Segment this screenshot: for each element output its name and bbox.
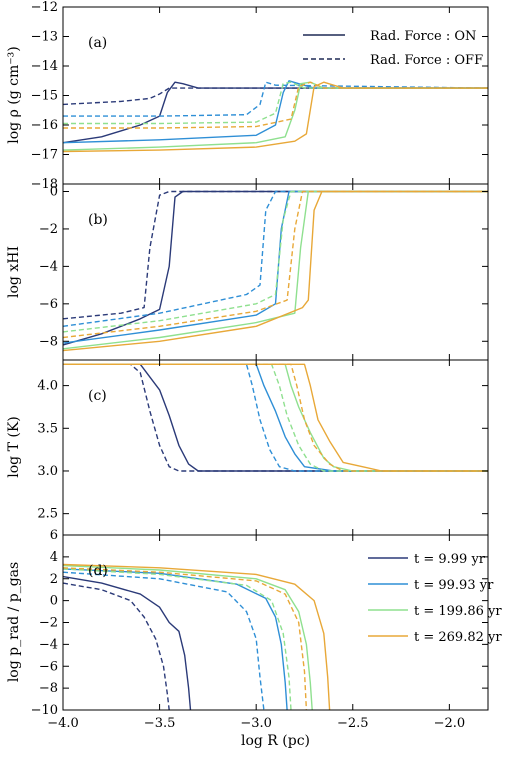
panel-label: (c): [88, 388, 107, 404]
panel-c: 2.5 3.0 3.5 4.0 (c) log T (K): [6, 359, 489, 536]
series-line: [63, 582, 170, 710]
series-line: [63, 81, 488, 117]
series-line: [63, 563, 331, 710]
panel-a: −18 −17 −16 −15 −14 −13 −12 (a) log ρ (g cm⁻³): [6, 0, 489, 192]
y-tick-label: 0: [50, 594, 58, 609]
series-line: [63, 568, 288, 710]
y-axis-label: log ρ (g cm⁻³): [6, 46, 22, 143]
legend-label: t = 199.86 yr: [414, 604, 502, 619]
x-axis-label: log R (pc): [241, 733, 310, 749]
y-tick-label: 4.0: [37, 379, 58, 394]
series-line: [63, 564, 313, 710]
x-tick-label: −2.5: [337, 716, 369, 731]
y-tick-label: −8: [39, 681, 58, 696]
panel-label: (b): [88, 212, 108, 228]
y-tick-label: −14: [31, 59, 58, 74]
series-line: [63, 81, 488, 151]
legend-label: Rad. Force : ON: [370, 29, 476, 44]
y-tick-label: 4: [50, 550, 58, 565]
series-line: [63, 190, 488, 344]
series-group: [63, 563, 331, 710]
y-tick-label: −17: [31, 148, 58, 163]
y-axis-label: log T (K): [6, 416, 22, 478]
y-tick-label: −4: [39, 259, 58, 274]
y-tick-label: −13: [31, 30, 58, 45]
x-tick-label: −4.0: [47, 716, 79, 731]
series-line: [63, 363, 488, 472]
legend-label: Rad. Force : OFF: [370, 53, 483, 68]
series-line: [63, 81, 488, 153]
series-line: [63, 363, 488, 472]
x-tick-label: −3.5: [144, 716, 176, 731]
y-tick-label: 3.5: [37, 421, 58, 436]
y-tick-label: −18: [31, 177, 58, 192]
y-axis-label: log xHI: [6, 246, 22, 298]
series-line: [63, 571, 265, 710]
y-tick-label: −4: [39, 637, 58, 652]
y-tick-label: −12: [31, 0, 58, 15]
series-line: [63, 568, 292, 710]
y-tick-label: 3.0: [37, 464, 58, 479]
series-line: [63, 190, 488, 339]
legend-time: t = 9.99 yr t = 99.93 yr t = 199.86 yr t = …: [368, 552, 502, 645]
y-axis-label: log p_rad / p_gas: [6, 562, 22, 682]
series-group: [63, 190, 488, 352]
series-line: [63, 80, 488, 144]
y-tick-label: −2: [39, 222, 58, 237]
series-line: [63, 190, 488, 346]
series-line: [63, 363, 488, 472]
series-line: [63, 363, 488, 472]
y-tick-label: −6: [39, 659, 58, 674]
series-group: [63, 80, 488, 153]
legend-label: t = 9.99 yr: [414, 552, 486, 567]
series-line: [63, 363, 488, 472]
panel-frame: [62, 183, 489, 361]
y-tick-label: −15: [31, 89, 58, 104]
legend-label: t = 269.82 yr: [414, 630, 502, 645]
panel-b: −8 −6 −4 −2 0 (b) log xHI: [6, 183, 489, 361]
series-line: [63, 81, 488, 125]
series-line: [63, 87, 488, 106]
series-line: [63, 190, 488, 320]
panel-d: −10 −8 −6 −4 −2 0 2 4 6 −4.0 −3.5 −3.0 −2.5 −2.0 (d) lo…: [6, 528, 489, 731]
series-line: [63, 81, 488, 129]
series-line: [63, 81, 488, 144]
y-tick-label: −10: [31, 703, 58, 718]
x-tick-label: −2.0: [434, 716, 466, 731]
series-line: [63, 363, 488, 472]
panel-frame: [62, 359, 489, 536]
panel-label: (a): [88, 35, 107, 51]
y-tick-label: −8: [39, 334, 58, 349]
legend-style: Rad. Force : ON Rad. Force : OFF: [303, 29, 483, 68]
y-tick-label: 6: [50, 528, 58, 543]
x-tick-label: −3.0: [240, 716, 272, 731]
y-tick-label: −6: [39, 297, 58, 312]
y-tick-label: 2: [50, 572, 58, 587]
series-group: [63, 363, 488, 472]
y-tick-label: 2.5: [37, 507, 58, 522]
series-line: [63, 363, 488, 472]
panel-label: (d): [88, 563, 108, 579]
series-line: [63, 190, 488, 327]
y-tick-label: −16: [31, 118, 58, 133]
series-line: [63, 190, 488, 333]
series-line: [63, 363, 488, 472]
legend-label: t = 99.93 yr: [414, 578, 494, 593]
series-line: [63, 575, 192, 710]
series-line: [63, 567, 308, 710]
series-line: [63, 190, 488, 352]
y-tick-label: 0: [50, 184, 58, 199]
y-tick-label: −2: [39, 616, 58, 631]
